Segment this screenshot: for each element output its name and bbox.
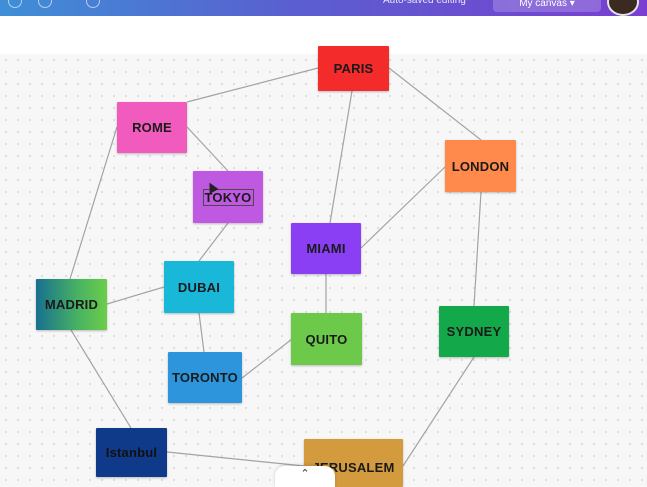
node-miami[interactable]: MIAMI (291, 223, 361, 274)
connector-paris-london[interactable] (388, 67, 482, 141)
node-london[interactable]: LONDON (445, 140, 516, 192)
node-label: Istanbul (105, 445, 158, 460)
node-label: QUITO (305, 331, 348, 347)
node-sydney[interactable]: SYDNEY (439, 306, 509, 357)
node-label: MIAMI (306, 241, 346, 256)
node-dubai[interactable]: DUBAI (164, 261, 234, 313)
connector-rome-madrid[interactable] (69, 126, 118, 280)
connector-paris-miami[interactable] (329, 90, 353, 224)
connector-dubai-toronto[interactable] (198, 312, 205, 353)
connector-dubai-madrid[interactable] (106, 286, 165, 305)
connector-sydney-jerusalem[interactable] (402, 356, 475, 467)
node-madrid[interactable]: MADRID (36, 279, 107, 330)
node-label: DUBAI (177, 279, 221, 295)
node-label: LONDON (451, 158, 510, 174)
scroll-up-button[interactable]: ⌃ (275, 466, 335, 487)
connector-rome-paris[interactable] (186, 67, 319, 103)
connector-madrid-istanbul[interactable] (70, 329, 132, 429)
node-rome[interactable]: ROME (117, 102, 187, 153)
node-quito[interactable]: QUITO (291, 313, 362, 365)
connector-tokyo-dubai[interactable] (198, 222, 229, 262)
node-paris[interactable]: PARIS (318, 46, 389, 91)
connector-istanbul-jerusalem[interactable] (166, 451, 305, 467)
whiteboard-canvas[interactable] (0, 54, 647, 487)
save-status: Auto-saved editing (383, 0, 466, 6)
node-toronto[interactable]: TORONTO (168, 352, 242, 403)
connector-quito-toronto[interactable] (241, 338, 293, 379)
node-tokyo[interactable]: TOKYO (193, 171, 263, 223)
node-label: PARIS (333, 61, 374, 76)
connector-london-sydney[interactable] (473, 191, 482, 307)
node-istanbul[interactable]: Istanbul (96, 428, 167, 477)
app-top-bar: Auto-saved editing My canvas ▾ (0, 0, 647, 16)
node-label[interactable]: TOKYO (202, 188, 254, 206)
node-label: MADRID (44, 297, 99, 312)
node-label: ROME (132, 120, 172, 135)
chevron-up-icon: ⌃ (300, 468, 310, 480)
node-label: TORONTO (172, 370, 238, 385)
connector-rome-tokyo[interactable] (186, 126, 229, 172)
node-label: SYDNEY (446, 324, 502, 339)
connector-london-miami[interactable] (360, 166, 446, 249)
canvas-menu-button[interactable]: My canvas ▾ (493, 0, 601, 12)
